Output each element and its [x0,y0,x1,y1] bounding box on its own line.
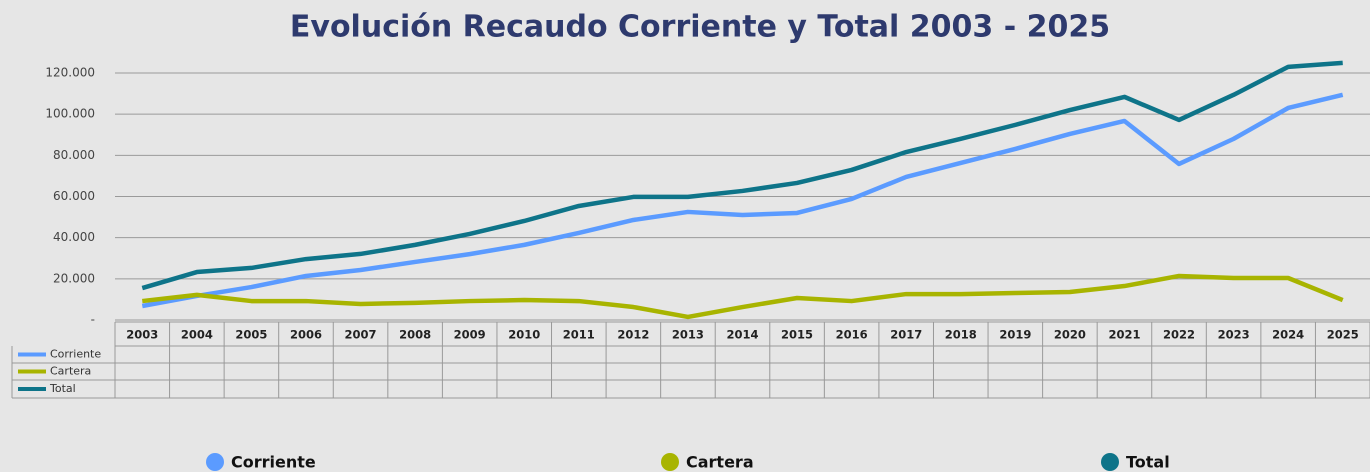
x-tick-label: 2023 [1218,328,1250,342]
x-tick-label: 2012 [617,328,649,342]
x-tick-label: 2008 [399,328,431,342]
x-tick-label: 2015 [781,328,813,342]
y-tick-label: 40.000 [53,230,95,244]
series-line [142,273,1344,320]
y-tick-label: 20.000 [53,271,95,285]
x-tick-label: 2007 [345,328,377,342]
x-tick-label: 2010 [508,328,540,342]
table-series-label: Total [49,382,76,395]
x-tick-label: 2014 [726,328,758,342]
y-tick-label: 80.000 [53,148,95,162]
x-tick-label: 2013 [672,328,704,342]
y-tick-label: 60.000 [53,189,95,203]
x-tick-label: 2011 [563,328,595,342]
legend-label: Total [1126,453,1170,472]
y-tick-label: - [91,313,95,327]
x-tick-label: 2021 [1108,328,1140,342]
x-tick-label: 2016 [836,328,868,342]
legend-label: Cartera [686,453,754,472]
legend-marker [1101,453,1119,471]
x-tick-label: 2020 [1054,328,1086,342]
x-tick-label: 2006 [290,328,322,342]
x-tick-label: 2025 [1327,328,1359,342]
y-tick-label: 100.000 [45,107,95,121]
x-tick-label: 2022 [1163,328,1195,342]
table-series-label: Corriente [50,348,101,361]
table-series-label: Cartera [50,365,91,378]
legend-marker [206,453,224,471]
series-line [141,60,1343,291]
legend-marker [661,453,679,471]
legend-label: Corriente [231,453,316,472]
chart-title: Evolución Recaudo Corriente y Total 2003… [290,10,1110,45]
x-tick-label: 2003 [126,328,158,342]
x-tick-label: 2004 [181,328,213,342]
y-tick-label: 120.000 [45,66,95,80]
x-tick-label: 2019 [999,328,1031,342]
x-tick-label: 2009 [454,328,486,342]
series-line [141,92,1344,309]
x-tick-label: 2017 [890,328,922,342]
x-tick-label: 2018 [945,328,977,342]
x-tick-label: 2024 [1272,328,1304,342]
x-tick-label: 2005 [235,328,267,342]
